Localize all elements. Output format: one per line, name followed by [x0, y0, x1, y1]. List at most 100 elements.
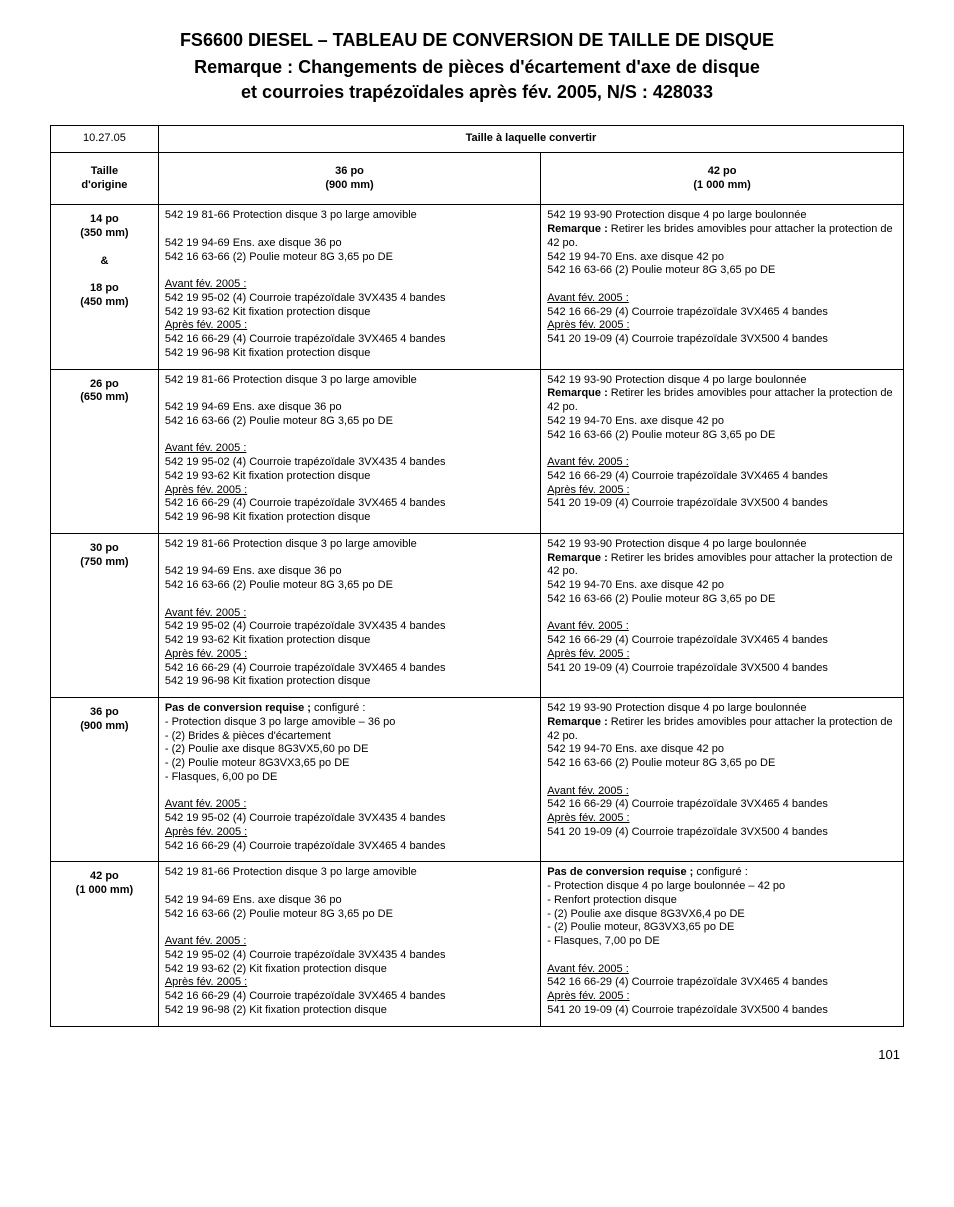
avant-label: Avant fév. 2005 : — [165, 442, 247, 454]
table-row: 42 po (1 000 mm) 542 19 81-66 Protection… — [51, 862, 904, 1026]
part-line: 542 16 66-29 (4) Courroie trapézoïdale 3… — [165, 990, 446, 1002]
table-row: 26 po (650 mm) 542 19 81-66 Protection d… — [51, 369, 904, 533]
pasconv-cfg: configuré : — [314, 702, 365, 714]
apres-label: Après fév. 2005 : — [165, 976, 247, 988]
remarque-label: Remarque : — [547, 223, 611, 235]
page-subtitle-1: Remarque : Changements de pièces d'écart… — [50, 57, 904, 78]
part-line: 542 16 66-29 (4) Courroie trapézoïdale 3… — [547, 976, 828, 988]
avant-label: Avant fév. 2005 : — [165, 798, 247, 810]
apres-label: Après fév. 2005 : — [547, 319, 629, 331]
part-line: 542 19 95-02 (4) Courroie trapézoïdale 3… — [165, 456, 446, 468]
config-line: - (2) Poulie moteur 8G3VX3,65 po DE — [165, 757, 350, 769]
apres-label: Après fév. 2005 : — [547, 990, 629, 1002]
part-line: 542 19 96-98 Kit fixation protection dis… — [165, 511, 370, 523]
part-line: 542 19 95-02 (4) Courroie trapézoïdale 3… — [165, 620, 446, 632]
config-line: - Protection disque 3 po large amovible … — [165, 716, 396, 728]
part-line: 542 19 94-70 Ens. axe disque 42 po — [547, 579, 724, 591]
config-line: - Protection disque 4 po large boulonnée… — [547, 880, 785, 892]
part-line: 542 19 93-62 (2) Kit fixation protection… — [165, 963, 387, 975]
remarque-label: Remarque : — [547, 387, 611, 399]
apres-label: Après fév. 2005 : — [165, 648, 247, 660]
part-line: 542 16 66-29 (4) Courroie trapézoïdale 3… — [547, 634, 828, 646]
avant-label: Avant fév. 2005 : — [165, 935, 247, 947]
header-convert: Taille à laquelle convertir — [158, 126, 903, 153]
page-container: FS6600 DIESEL – TABLEAU DE CONVERSION DE… — [0, 0, 954, 1082]
avant-label: Avant fév. 2005 : — [165, 607, 247, 619]
part-line: 542 19 96-98 (2) Kit fixation protection… — [165, 1004, 387, 1016]
size-cell-42: 42 po (1 000 mm) — [51, 862, 159, 1026]
apres-label: Après fév. 2005 : — [547, 648, 629, 660]
part-line: 541 20 19-09 (4) Courroie trapézoïdale 3… — [547, 1004, 828, 1016]
cell-26-36: 542 19 81-66 Protection disque 3 po larg… — [158, 369, 540, 533]
avant-label: Avant fév. 2005 : — [547, 456, 629, 468]
part-line: 542 19 94-69 Ens. axe disque 36 po — [165, 565, 342, 577]
cell-42-36: 542 19 81-66 Protection disque 3 po larg… — [158, 862, 540, 1026]
part-line: 542 19 93-90 Protection disque 4 po larg… — [547, 538, 806, 550]
part-line: 542 16 63-66 (2) Poulie moteur 8G 3,65 p… — [547, 593, 775, 605]
header-date: 10.27.05 — [51, 126, 159, 153]
size-cell-26: 26 po (650 mm) — [51, 369, 159, 533]
part-line: 542 19 93-90 Protection disque 4 po larg… — [547, 702, 806, 714]
cell-14-18-42: 542 19 93-90 Protection disque 4 po larg… — [541, 205, 904, 369]
apres-label: Après fév. 2005 : — [165, 319, 247, 331]
config-line: - Flasques, 6,00 po DE — [165, 771, 278, 783]
part-line: 542 19 93-62 Kit fixation protection dis… — [165, 306, 370, 318]
apres-label: Après fév. 2005 : — [547, 812, 629, 824]
part-line: 542 16 66-29 (4) Courroie trapézoïdale 3… — [165, 333, 446, 345]
part-line: 542 19 93-62 Kit fixation protection dis… — [165, 470, 370, 482]
part-line: 542 16 63-66 (2) Poulie moteur 8G 3,65 p… — [165, 908, 393, 920]
table-header-row-1: 10.27.05 Taille à laquelle convertir — [51, 126, 904, 153]
part-line: 542 19 94-70 Ens. axe disque 42 po — [547, 251, 724, 263]
table-row: 36 po (900 mm) Pas de conversion requise… — [51, 698, 904, 862]
part-line: 542 16 63-66 (2) Poulie moteur 8G 3,65 p… — [165, 251, 393, 263]
header-size-origin: Taille d'origine — [51, 152, 159, 205]
avant-label: Avant fév. 2005 : — [547, 620, 629, 632]
part-line: 542 19 81-66 Protection disque 3 po larg… — [165, 866, 417, 878]
header-col-42: 42 po (1 000 mm) — [541, 152, 904, 205]
part-line: 542 19 81-66 Protection disque 3 po larg… — [165, 209, 417, 221]
cell-36-42: 542 19 93-90 Protection disque 4 po larg… — [541, 698, 904, 862]
apres-label: Après fév. 2005 : — [165, 826, 247, 838]
table-row: 14 po (350 mm) & 18 po (450 mm) 542 19 8… — [51, 205, 904, 369]
cell-42-42: Pas de conversion requise ; configuré : … — [541, 862, 904, 1026]
size-cell-14-18: 14 po (350 mm) & 18 po (450 mm) — [51, 205, 159, 369]
part-line: 542 16 66-29 (4) Courroie trapézoïdale 3… — [165, 497, 446, 509]
part-line: 542 19 95-02 (4) Courroie trapézoïdale 3… — [165, 949, 446, 961]
page-subtitle-2: et courroies trapézoïdales après fév. 20… — [50, 82, 904, 103]
table-header-row-2: Taille d'origine 36 po (900 mm) 42 po (1… — [51, 152, 904, 205]
size-cell-30: 30 po (750 mm) — [51, 533, 159, 697]
part-line: 542 19 94-69 Ens. axe disque 36 po — [165, 237, 342, 249]
apres-label: Après fév. 2005 : — [165, 484, 247, 496]
part-line: 542 19 94-70 Ens. axe disque 42 po — [547, 415, 724, 427]
part-line: 542 16 66-29 (4) Courroie trapézoïdale 3… — [165, 840, 446, 852]
part-line: 542 19 94-70 Ens. axe disque 42 po — [547, 743, 724, 755]
config-line: - (2) Brides & pièces d'écartement — [165, 730, 331, 742]
cell-26-42: 542 19 93-90 Protection disque 4 po larg… — [541, 369, 904, 533]
pasconv-label: Pas de conversion requise ; — [165, 702, 314, 714]
part-line: 542 19 95-02 (4) Courroie trapézoïdale 3… — [165, 292, 446, 304]
part-line: 542 19 81-66 Protection disque 3 po larg… — [165, 538, 417, 550]
part-line: 541 20 19-09 (4) Courroie trapézoïdale 3… — [547, 826, 828, 838]
pasconv-label: Pas de conversion requise ; — [547, 866, 696, 878]
pasconv-cfg: configuré : — [696, 866, 747, 878]
part-line: 542 19 95-02 (4) Courroie trapézoïdale 3… — [165, 812, 446, 824]
part-line: 542 16 66-29 (4) Courroie trapézoïdale 3… — [547, 470, 828, 482]
cell-30-36: 542 19 81-66 Protection disque 3 po larg… — [158, 533, 540, 697]
avant-label: Avant fév. 2005 : — [165, 278, 247, 290]
part-line: 542 16 66-29 (4) Courroie trapézoïdale 3… — [547, 306, 828, 318]
page-title: FS6600 DIESEL – TABLEAU DE CONVERSION DE… — [50, 30, 904, 51]
part-line: 542 19 94-69 Ens. axe disque 36 po — [165, 401, 342, 413]
part-line: 542 19 93-90 Protection disque 4 po larg… — [547, 374, 806, 386]
size-cell-36: 36 po (900 mm) — [51, 698, 159, 862]
avant-label: Avant fév. 2005 : — [547, 785, 629, 797]
cell-14-18-36: 542 19 81-66 Protection disque 3 po larg… — [158, 205, 540, 369]
part-line: 542 16 63-66 (2) Poulie moteur 8G 3,65 p… — [547, 757, 775, 769]
remarque-label: Remarque : — [547, 716, 611, 728]
config-line: - Flasques, 7,00 po DE — [547, 935, 660, 947]
conversion-table: 10.27.05 Taille à laquelle convertir Tai… — [50, 125, 904, 1027]
apres-label: Après fév. 2005 : — [547, 484, 629, 496]
part-line: 542 16 63-66 (2) Poulie moteur 8G 3,65 p… — [165, 579, 393, 591]
part-line: 542 19 81-66 Protection disque 3 po larg… — [165, 374, 417, 386]
part-line: 542 19 93-90 Protection disque 4 po larg… — [547, 209, 806, 221]
table-row: 30 po (750 mm) 542 19 81-66 Protection d… — [51, 533, 904, 697]
